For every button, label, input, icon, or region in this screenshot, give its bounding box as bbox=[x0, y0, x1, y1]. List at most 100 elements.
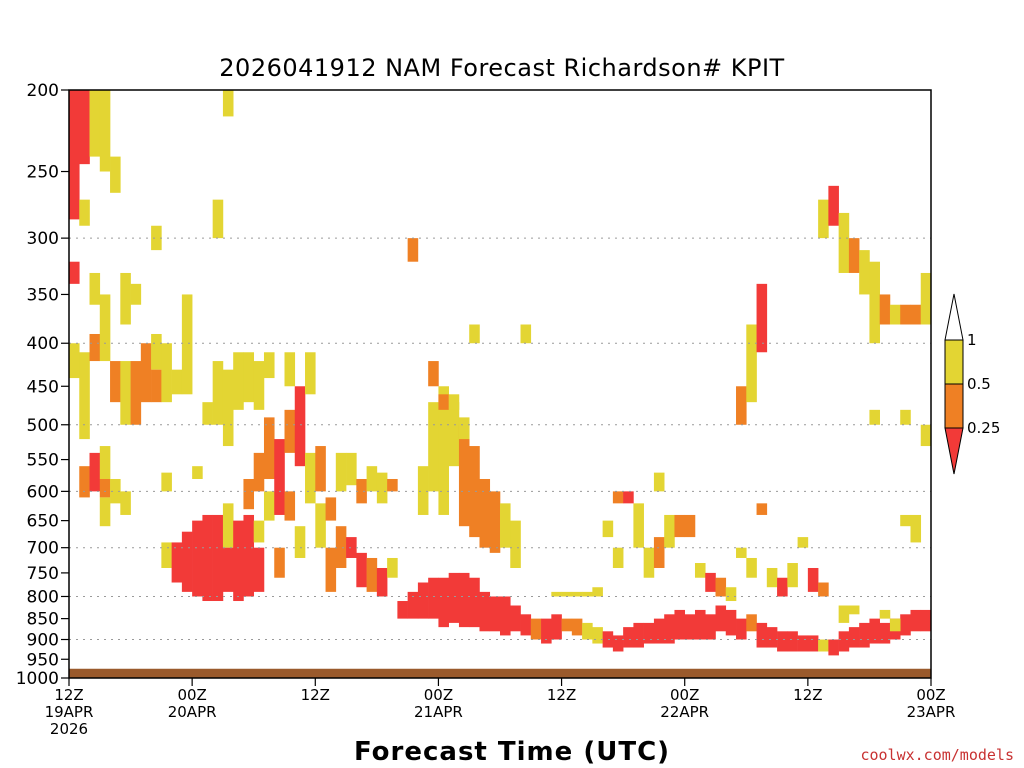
x-tick-label: 19APR bbox=[45, 703, 94, 721]
heatmap-cell bbox=[787, 631, 798, 652]
heatmap-cell bbox=[161, 542, 172, 568]
heatmap-cell bbox=[664, 514, 675, 548]
heatmap-cell bbox=[458, 424, 470, 527]
heatmap-cell bbox=[705, 614, 716, 640]
heatmap-cell bbox=[222, 503, 234, 548]
heatmap-cell bbox=[746, 614, 757, 632]
heatmap-cell bbox=[684, 514, 696, 538]
legend-swatch-0.25-0.5 bbox=[944, 383, 964, 429]
heatmap-cell bbox=[151, 333, 162, 370]
heatmap-cell bbox=[736, 386, 747, 425]
heatmap-cell bbox=[407, 591, 419, 619]
heatmap-cell bbox=[736, 618, 747, 640]
heatmap-cell bbox=[263, 352, 275, 379]
heatmap-cell bbox=[192, 466, 203, 479]
heatmap-cell bbox=[417, 466, 429, 515]
y-tick-label: 850 bbox=[27, 610, 59, 630]
heatmap-cell bbox=[181, 294, 193, 395]
heatmap-cell bbox=[612, 547, 624, 568]
heatmap-cell bbox=[263, 491, 275, 521]
heatmap-cell bbox=[725, 587, 737, 602]
heatmap-cell bbox=[633, 622, 644, 648]
heatmap-cell bbox=[869, 261, 880, 344]
heatmap-cell bbox=[643, 547, 655, 578]
legend-swatch-0.5-1 bbox=[944, 339, 964, 385]
y-tick-label: 650 bbox=[27, 512, 59, 532]
heatmap-cell bbox=[818, 582, 829, 597]
heatmap-cell bbox=[633, 503, 644, 548]
y-tick-label: 950 bbox=[27, 650, 59, 670]
heatmap-cell bbox=[376, 472, 388, 504]
y-tick-label: 700 bbox=[27, 539, 59, 559]
legend-swatch-below-0.25 bbox=[944, 427, 964, 475]
heatmap-cell bbox=[69, 343, 80, 379]
heatmap-cell bbox=[417, 582, 429, 619]
y-tick-label: 350 bbox=[27, 285, 59, 305]
heatmap-cell bbox=[274, 547, 285, 578]
heatmap-cell bbox=[346, 537, 357, 558]
heatmap-cell bbox=[284, 491, 296, 521]
heatmap-cell bbox=[612, 491, 624, 504]
heatmap-cell bbox=[900, 409, 911, 425]
heatmap-cell bbox=[848, 605, 860, 615]
heatmap-cell bbox=[438, 394, 449, 410]
y-tick-label: 750 bbox=[27, 564, 59, 584]
x-tick-label: 00Z bbox=[424, 686, 453, 704]
heatmap-cell bbox=[571, 591, 583, 597]
heatmap-cell bbox=[222, 547, 234, 592]
heatmap-cell bbox=[356, 478, 367, 504]
heatmap-cell bbox=[448, 394, 460, 410]
heatmap-cell bbox=[89, 333, 101, 362]
heatmap-cell bbox=[253, 361, 265, 410]
heatmap-cell bbox=[99, 446, 111, 479]
heatmap-cell bbox=[602, 520, 614, 538]
heatmap-cell bbox=[756, 622, 768, 648]
heatmap-cell bbox=[110, 156, 121, 193]
heatmap-cell bbox=[253, 520, 265, 543]
ground-band bbox=[69, 668, 931, 678]
heatmap-cell bbox=[920, 609, 931, 632]
heatmap-cell bbox=[458, 572, 470, 628]
heatmap-cell bbox=[612, 635, 624, 652]
heatmap-cell bbox=[366, 557, 378, 592]
heatmap-cell bbox=[140, 343, 152, 403]
x-tick-label: 12Z bbox=[54, 686, 83, 704]
heatmap-cell bbox=[479, 478, 491, 548]
color-legend: 1 0.5 0.25 bbox=[944, 293, 1000, 475]
heatmap-cell bbox=[89, 452, 101, 492]
heatmap-cell bbox=[766, 627, 778, 648]
heatmap-cell bbox=[469, 446, 480, 538]
heatmap-cell bbox=[479, 591, 491, 632]
heatmap-cell bbox=[818, 199, 829, 239]
heatmap-cell bbox=[171, 369, 183, 395]
heatmap-cell bbox=[110, 361, 121, 403]
x-tick-label: 2026 bbox=[50, 720, 88, 738]
heatmap-cell bbox=[120, 491, 131, 515]
heatmap-cell bbox=[766, 567, 778, 588]
heatmap-cell bbox=[243, 352, 255, 403]
heatmap-cell bbox=[171, 542, 183, 583]
heatmap-cell bbox=[161, 343, 172, 403]
y-tick-label: 900 bbox=[27, 631, 59, 651]
heatmap-cell bbox=[623, 627, 634, 648]
heatmap-cell bbox=[920, 424, 931, 447]
heatmap-cell bbox=[838, 631, 850, 652]
heatmap-cell bbox=[161, 472, 172, 492]
heatmap-cells bbox=[69, 90, 931, 678]
heatmap-cell bbox=[489, 491, 501, 553]
heatmap-cell bbox=[807, 567, 819, 592]
heatmap-cell bbox=[469, 324, 480, 344]
heatmap-cell bbox=[510, 520, 521, 568]
heatmap-cell bbox=[448, 402, 460, 467]
heatmap-cell bbox=[530, 618, 542, 640]
heatmap-cell bbox=[79, 466, 90, 498]
y-tick-label: 200 bbox=[27, 81, 59, 101]
heatmap-cell bbox=[151, 369, 162, 403]
heatmap-cell bbox=[889, 304, 901, 325]
heatmap-cell bbox=[910, 609, 922, 632]
y-axis: 200 250 300 350 400 450 500 550 600 650 700 750 800 8… bbox=[16, 81, 69, 689]
heatmap-cell bbox=[366, 466, 378, 492]
heatmap-cell bbox=[838, 212, 850, 273]
heatmap-cell bbox=[110, 478, 121, 504]
